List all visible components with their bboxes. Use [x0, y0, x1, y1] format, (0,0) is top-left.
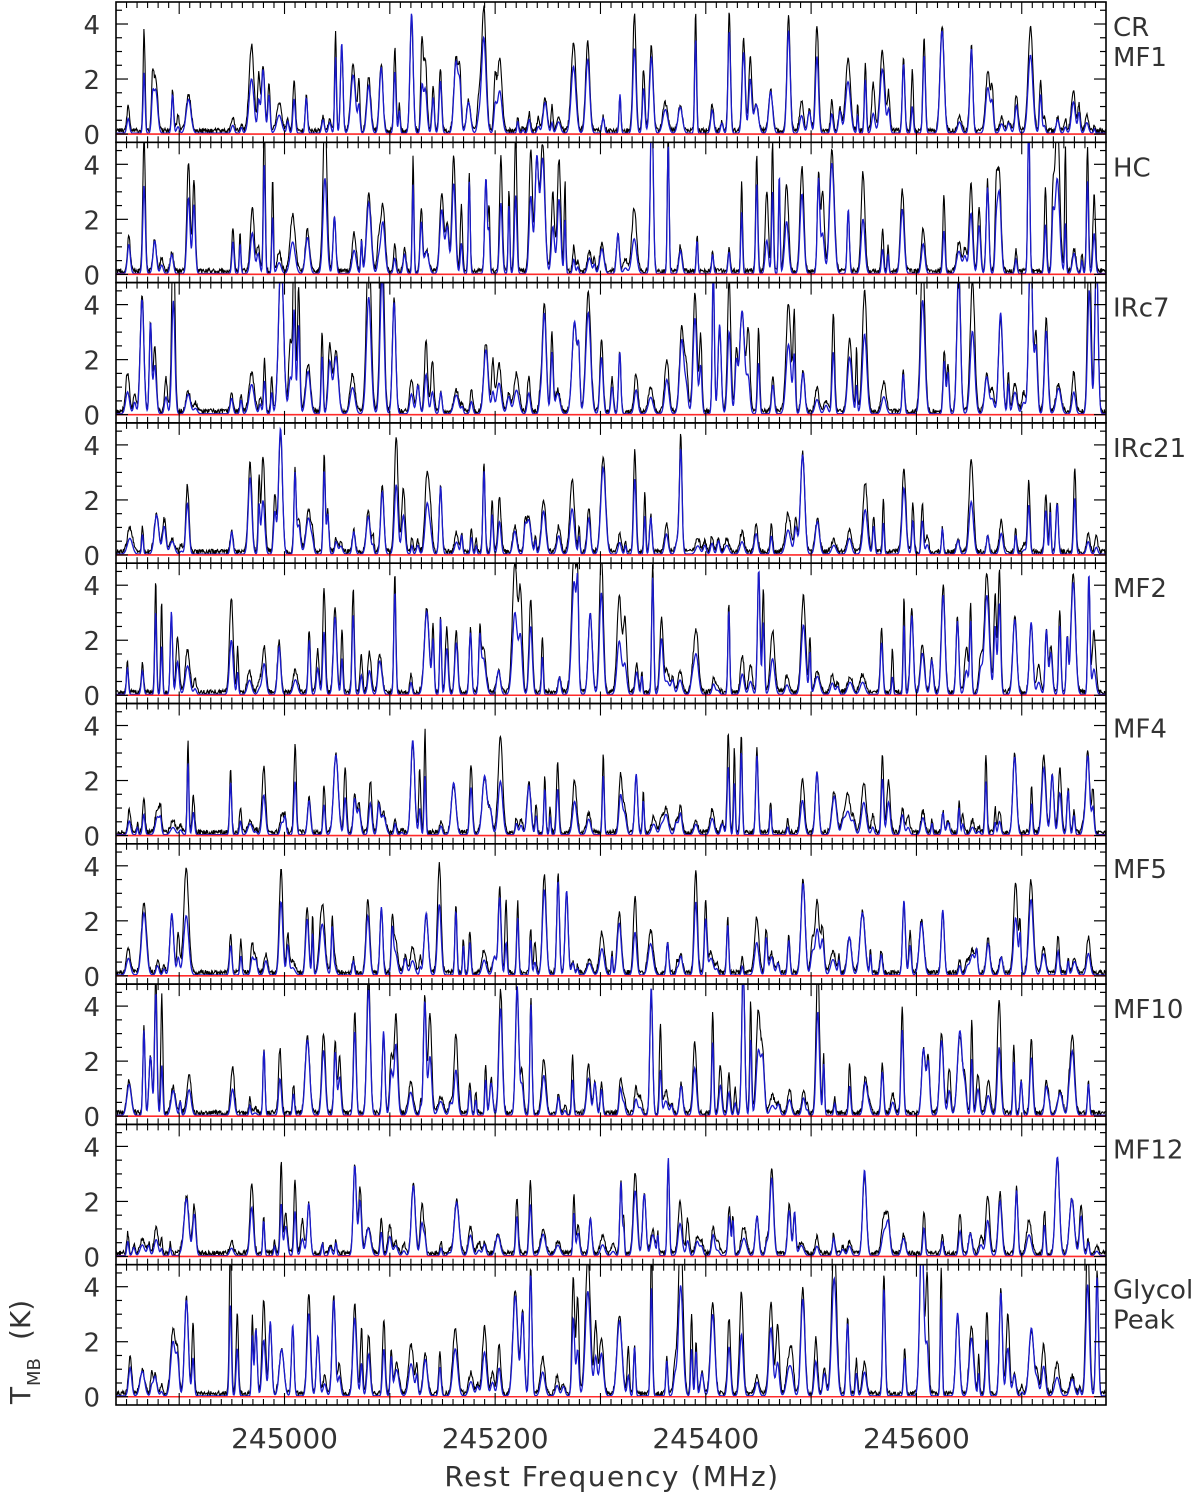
model-spectrum-series: [116, 282, 1106, 415]
model-spectrum-series: [116, 142, 1106, 275]
y-tick-label: 2: [83, 206, 100, 236]
panel: 0 2 4 MF12: [83, 1123, 1183, 1273]
y-tick-label: 2: [83, 627, 100, 657]
y-tick-label: 2: [83, 347, 100, 377]
panel-label: IRc21: [1113, 434, 1186, 464]
y-tick-label: 4: [83, 151, 100, 181]
panel: 0 2 4 IRc21: [83, 422, 1186, 572]
model-spectrum-series: [116, 881, 1106, 976]
panel-label: MF12: [1113, 1135, 1183, 1165]
observed-spectrum-series: [116, 862, 1106, 978]
x-tick-label: 245200: [442, 1422, 549, 1455]
panel: 0 2 4 MF10: [83, 983, 1183, 1133]
panel: 0 2 4 IRc7: [83, 281, 1170, 432]
y-tick-label: 0: [83, 682, 100, 712]
y-tick-label: 2: [83, 1048, 100, 1078]
model-spectrum-series: [116, 984, 1106, 1116]
panel: 0 2 4 MF2: [83, 562, 1167, 712]
y-tick-label: 4: [83, 572, 100, 602]
observed-spectrum-series: [116, 142, 1106, 276]
y-tick-label: 2: [83, 908, 100, 938]
observed-spectrum-series: [116, 5, 1106, 135]
y-tick-label: 4: [83, 853, 100, 883]
panel-label: Peak: [1113, 1306, 1175, 1336]
y-tick-label: 0: [83, 121, 100, 151]
y-tick-label: 2: [83, 66, 100, 96]
model-spectrum-series: [116, 1264, 1106, 1397]
panel-label: Glycol: [1113, 1276, 1193, 1306]
y-tick-label: 0: [83, 1243, 100, 1273]
y-tick-label: 0: [83, 402, 100, 432]
y-tick-label: 4: [83, 1274, 100, 1304]
panel-label: MF2: [1113, 574, 1167, 604]
x-tick-label: 245000: [231, 1422, 338, 1455]
model-spectrum-series: [116, 13, 1106, 134]
panel-label: CR: [1113, 13, 1149, 43]
y-tick-label: 0: [83, 823, 100, 853]
x-tick-labels: 245000 245200 245400 245600: [231, 1422, 970, 1455]
x-axis-label: Rest Frequency (MHz): [444, 1460, 779, 1493]
panel-label: MF10: [1113, 995, 1183, 1025]
y-axis-label-unit: (K): [4, 1300, 37, 1340]
panel-label: HC: [1113, 153, 1151, 183]
y-tick-label: 4: [83, 432, 100, 462]
panel: 0 2 4 MF4: [83, 702, 1167, 853]
panel-frame: [115, 141, 1107, 284]
model-spectrum-series: [116, 1156, 1106, 1257]
x-tick-label: 245400: [652, 1422, 759, 1455]
panel-label: MF1: [1113, 43, 1167, 73]
y-tick-label: 0: [83, 1384, 100, 1414]
y-tick-label: 4: [83, 11, 100, 41]
x-tick-label: 245600: [863, 1422, 970, 1455]
panel-frame: [115, 1263, 1107, 1406]
y-tick-label: 2: [83, 1329, 100, 1359]
y-tick-label: 0: [83, 261, 100, 291]
panel-label: MF5: [1113, 855, 1167, 885]
y-tick-label: 2: [83, 487, 100, 517]
observed-spectrum-series: [116, 728, 1106, 837]
model-spectrum-series: [116, 740, 1106, 836]
y-tick-label: 0: [83, 963, 100, 993]
panel-frame: [115, 562, 1107, 705]
y-axis-label-main: T: [4, 1386, 37, 1405]
y-axis-label: T MB (K): [4, 1300, 45, 1405]
model-spectrum-series: [116, 570, 1106, 696]
y-axis-label-sub: MB: [24, 1358, 45, 1386]
model-spectrum-series: [116, 426, 1106, 555]
y-tick-label: 0: [83, 1103, 100, 1133]
y-tick-label: 0: [83, 542, 100, 572]
panel: 0 2 4 MF5: [83, 842, 1167, 993]
y-tick-label: 4: [83, 292, 100, 322]
panel-label: IRc7: [1113, 294, 1170, 324]
y-tick-label: 4: [83, 993, 100, 1023]
y-tick-label: 4: [83, 1133, 100, 1163]
y-tick-label: 2: [83, 768, 100, 798]
y-tick-label: 4: [83, 713, 100, 743]
observed-spectrum-series: [116, 984, 1106, 1118]
observed-spectrum-series: [116, 432, 1106, 556]
y-tick-label: 2: [83, 1188, 100, 1218]
panel-label: MF4: [1113, 715, 1167, 745]
